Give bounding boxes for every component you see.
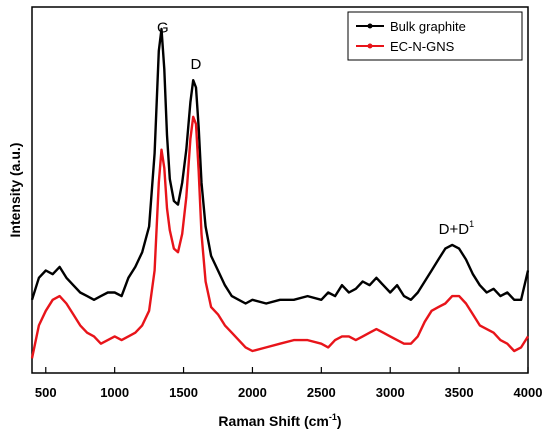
x-tick-label-2000: 2000	[238, 385, 267, 400]
x-axis-title: Raman Shift (cm-1)	[218, 412, 341, 429]
legend-box	[347, 11, 523, 61]
series-line-ec-n-gns	[30, 115, 530, 359]
x-tick-label-3000: 3000	[376, 385, 405, 400]
x-axis-ticks: 500 1000 1500 2000 2500 3000 3500 4000	[35, 367, 543, 400]
legend-marker-bulk-graphite	[367, 23, 373, 29]
x-tick-label-3500: 3500	[445, 385, 474, 400]
legend-label-bulk-graphite: Bulk graphite	[390, 19, 466, 34]
series-line-bulk-graphite	[30, 27, 530, 305]
peak-annotations: G D D+D1	[157, 20, 474, 238]
x-tick-label-1500: 1500	[169, 385, 198, 400]
legend: Bulk graphite EC-N-GNS	[347, 11, 523, 61]
legend-marker-ec-n-gns	[367, 43, 373, 49]
peak-label-0: G	[157, 20, 169, 37]
x-tick-label-1000: 1000	[100, 385, 129, 400]
x-tick-label-4000: 4000	[514, 385, 543, 400]
y-axis-title: Intensity (a.u.)	[7, 143, 23, 238]
plot-frame	[31, 6, 529, 374]
legend-label-ec-n-gns: EC-N-GNS	[390, 39, 455, 54]
x-axis-title-close: )	[337, 413, 342, 429]
x-tick-label-500: 500	[35, 385, 57, 400]
peak-label-2: D+D1	[439, 219, 474, 238]
x-axis-title-sup: -1	[329, 412, 337, 422]
x-axis-title-main: Raman Shift (cm	[218, 413, 328, 429]
x-tick-label-2500: 2500	[307, 385, 336, 400]
peak-label-1: D	[191, 56, 202, 73]
series-layer	[30, 27, 530, 359]
